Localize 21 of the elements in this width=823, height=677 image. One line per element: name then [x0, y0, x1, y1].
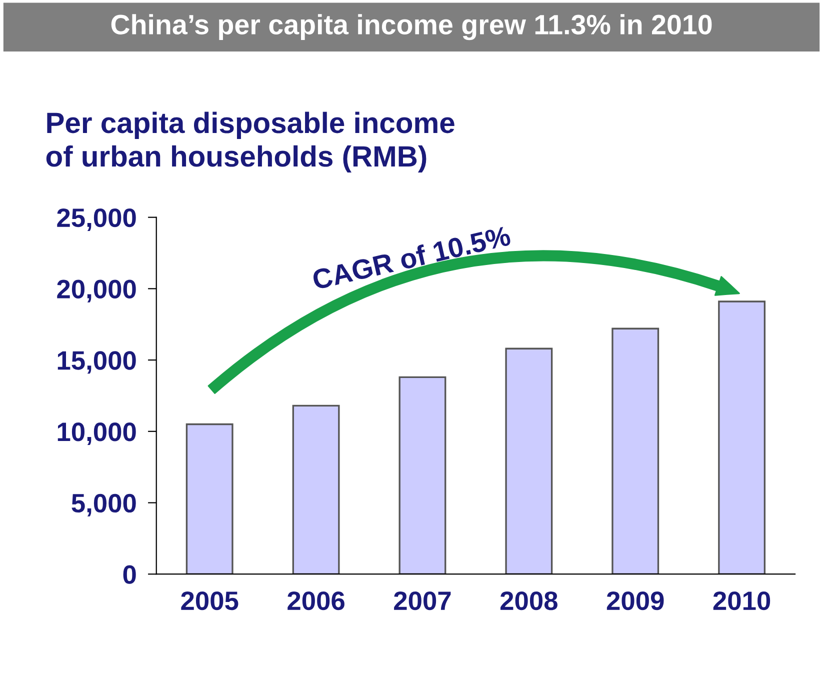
bar [612, 328, 660, 574]
x-tick-label: 2006 [288, 591, 344, 610]
annotation: CAGR of 10.5% [312, 224, 512, 290]
x-tick-label: 2010 [713, 591, 770, 610]
bar [718, 300, 766, 574]
x-tick-label: 2008 [500, 591, 558, 610]
y-axis-title: Per capita disposable income of urban households (RMB) [46, 112, 454, 173]
y-tick-label: 5,000 [72, 494, 136, 516]
y-tick-label: 15,000 [58, 351, 136, 374]
bar [186, 423, 234, 574]
y-tick-label: 20,000 [57, 280, 136, 302]
bar [292, 404, 340, 574]
y-tick-label: 25,000 [57, 208, 136, 231]
y-tick-label: 0 [123, 565, 136, 584]
chart-title: China’s per capita income grew 11.3% in 2010 [111, 14, 712, 40]
bar [398, 376, 446, 574]
x-tick-label: 2007 [394, 591, 451, 610]
x-tick-label: 2005 [181, 591, 238, 610]
x-tick-label: 2009 [606, 591, 664, 610]
bar [505, 348, 553, 574]
y-tick-label: 10,000 [58, 422, 136, 446]
